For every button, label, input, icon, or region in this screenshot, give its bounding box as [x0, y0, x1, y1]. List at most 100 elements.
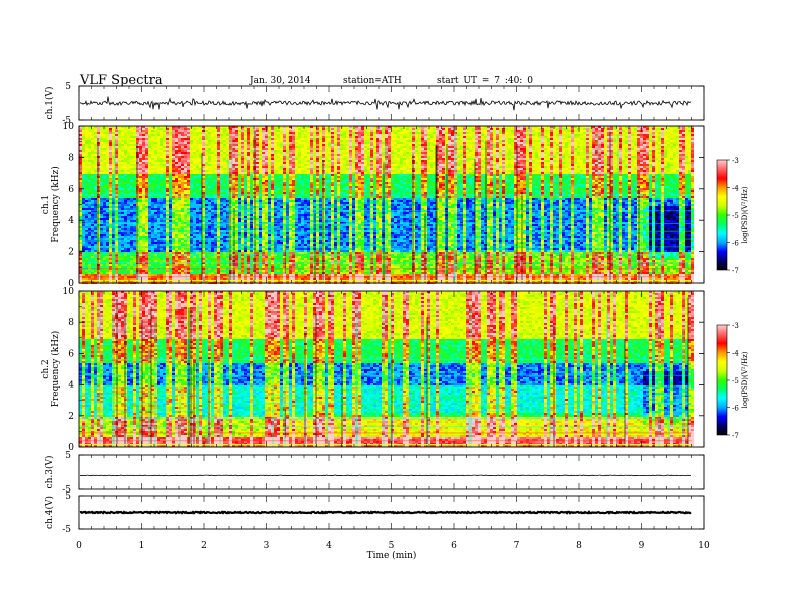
psd-cell	[208, 132, 211, 134]
psd-cell	[676, 134, 679, 136]
psd-cell	[382, 130, 385, 132]
psd-cell	[676, 132, 679, 134]
psd-cell	[103, 128, 106, 130]
psd-cell	[571, 132, 574, 134]
psd-cell	[643, 130, 646, 132]
psd-cell	[238, 134, 241, 136]
psd-cell	[148, 136, 151, 138]
psd-cell	[685, 130, 688, 132]
psd-cell	[286, 136, 289, 138]
psd-cell	[217, 136, 220, 138]
psd-cell	[94, 134, 97, 136]
psd-cell	[106, 136, 109, 138]
psd-cell	[193, 128, 196, 130]
psd-cell	[97, 132, 100, 134]
psd-cell	[97, 136, 100, 138]
psd-cell	[199, 130, 202, 132]
psd-cell	[202, 136, 205, 138]
psd-cell	[355, 128, 358, 130]
psd-cell	[322, 134, 325, 136]
psd-cell	[184, 130, 187, 132]
psd-cell	[577, 132, 580, 134]
psd-cell	[607, 128, 610, 130]
psd-cell	[568, 134, 571, 136]
psd-cell	[169, 136, 172, 138]
psd-cell	[124, 136, 127, 138]
psd-cell	[595, 134, 598, 136]
psd-cell	[190, 130, 193, 132]
psd-cell	[295, 132, 298, 134]
psd-cell	[547, 134, 550, 136]
psd-cell	[439, 132, 442, 134]
psd-cell	[160, 128, 163, 130]
psd-cell	[466, 134, 469, 136]
psd-cell	[106, 134, 109, 136]
psd-cell	[82, 128, 85, 130]
psd-cell	[130, 128, 133, 130]
psd-cell	[418, 132, 421, 134]
psd-cell	[217, 132, 220, 134]
psd-cell	[604, 128, 607, 130]
psd-cell	[103, 130, 106, 132]
psd-cell	[298, 130, 301, 132]
psd-cell	[133, 136, 136, 138]
psd-cell	[652, 130, 655, 132]
psd-cell	[349, 132, 352, 134]
psd-cell	[607, 134, 610, 136]
psd-cell	[103, 136, 106, 138]
psd-cell	[646, 134, 649, 136]
psd-cell	[622, 134, 625, 136]
psd-cell	[253, 130, 256, 132]
psd-cell	[673, 130, 676, 132]
psd-cell	[562, 130, 565, 132]
psd-cell	[517, 132, 520, 134]
psd-cell	[289, 136, 292, 138]
psd-cell	[661, 134, 664, 136]
psd-cell	[682, 132, 685, 134]
waveform-0	[80, 97, 691, 111]
psd-cell	[250, 130, 253, 132]
psd-cell	[520, 132, 523, 134]
psd-cell	[640, 132, 643, 134]
psd-cell	[265, 136, 268, 138]
psd-cell	[112, 134, 115, 136]
psd-cell	[115, 136, 118, 138]
psd-cell	[85, 136, 88, 138]
psd-cell	[130, 134, 133, 136]
psd-cell	[643, 128, 646, 130]
psd-cell	[247, 136, 250, 138]
psd-cell	[616, 134, 619, 136]
psd-cell	[559, 134, 562, 136]
psd-cell	[337, 134, 340, 136]
psd-cell	[445, 128, 448, 130]
psd-cell	[292, 136, 295, 138]
psd-cell	[88, 134, 91, 136]
psd-cell	[520, 134, 523, 136]
psd-cell	[202, 130, 205, 132]
psd-cell	[448, 130, 451, 132]
psd-cell	[427, 130, 430, 132]
psd-cell	[325, 132, 328, 134]
psd-cell	[241, 136, 244, 138]
psd-cell	[568, 130, 571, 132]
psd-cell	[163, 128, 166, 130]
psd-cell	[661, 130, 664, 132]
psd-cell	[169, 132, 172, 134]
psd-cell	[343, 134, 346, 136]
psd-cell	[622, 128, 625, 130]
psd-cell	[499, 128, 502, 130]
psd-cell	[172, 136, 175, 138]
psd-cell	[109, 136, 112, 138]
psd-cell	[445, 130, 448, 132]
psd-cell	[502, 128, 505, 130]
psd-cell	[310, 132, 313, 134]
psd-cell	[544, 130, 547, 132]
psd-cell	[583, 130, 586, 132]
psd-cell	[481, 130, 484, 132]
psd-cell	[508, 130, 511, 132]
psd-cell	[577, 134, 580, 136]
psd-cell	[82, 130, 85, 132]
psd-cell	[505, 130, 508, 132]
psd-cell	[502, 132, 505, 134]
psd-cell	[133, 132, 136, 134]
